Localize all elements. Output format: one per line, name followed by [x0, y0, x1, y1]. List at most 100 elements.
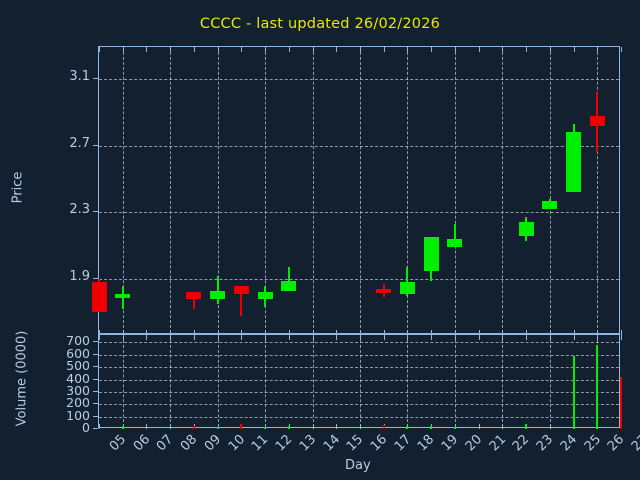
axis-tick — [454, 330, 456, 335]
axis-tick — [99, 424, 100, 429]
candle-body — [423, 237, 439, 271]
axis-tick — [170, 424, 172, 429]
candle-body — [566, 132, 582, 193]
volume-bar — [121, 426, 124, 429]
candle-body — [257, 292, 273, 299]
axis-tick — [478, 330, 480, 335]
volume-gridline — [99, 379, 619, 381]
price-tick-label: 3.1 — [69, 69, 90, 84]
day-gridline — [454, 47, 456, 333]
axis-tick — [621, 47, 622, 52]
volume-tick-label: 0 — [82, 420, 90, 435]
volume-bar — [382, 425, 385, 429]
day-tick-label: 17 — [391, 432, 414, 455]
day-gridline — [217, 47, 219, 333]
axis-tick — [93, 341, 98, 343]
axis-tick — [360, 330, 361, 335]
axis-tick — [502, 424, 504, 429]
volume-bar — [453, 426, 456, 429]
price-gridlines — [99, 47, 622, 335]
day-gridline — [170, 335, 172, 427]
volume-series — [99, 335, 622, 429]
candle-wick — [216, 275, 219, 304]
day-tick-label: 09 — [201, 432, 225, 455]
day-tick-label: 25 — [581, 432, 604, 455]
axis-tick — [549, 424, 551, 429]
day-gridline — [549, 335, 551, 427]
day-tick-label: 26 — [605, 432, 628, 455]
axis-tick — [170, 47, 172, 52]
axis-tick — [241, 335, 243, 340]
axis-tick — [597, 335, 599, 340]
axis-tick — [312, 330, 314, 335]
day-gridline — [454, 335, 456, 427]
axis-tick — [170, 330, 172, 335]
axis-tick — [217, 47, 219, 52]
axis-tick — [93, 366, 98, 368]
day-tick-label: 23 — [533, 432, 557, 455]
day-tick-label: 16 — [367, 432, 391, 455]
axis-tick — [265, 330, 267, 335]
day-gridline — [597, 47, 599, 333]
volume-bar — [430, 426, 433, 429]
axis-tick — [288, 330, 290, 335]
day-gridline — [502, 335, 504, 427]
axis-tick — [93, 78, 98, 79]
candle-body — [399, 282, 415, 294]
axis-tick — [383, 47, 385, 52]
axis-tick — [93, 378, 98, 380]
axis-tick — [146, 424, 148, 429]
axis-tick — [122, 335, 124, 340]
axis-tick — [265, 335, 267, 340]
day-tick-label: 15 — [344, 432, 367, 455]
price-tick-label: 2.7 — [69, 135, 90, 151]
day-tick-label: 24 — [557, 432, 580, 455]
volume-bar — [240, 423, 243, 429]
day-tick-label: 14 — [320, 432, 343, 455]
axis-tick — [454, 47, 456, 52]
volume-bar — [192, 425, 195, 429]
axis-tick — [336, 47, 338, 52]
axis-tick — [93, 403, 98, 405]
axis-tick — [360, 47, 361, 52]
day-tick-label: 19 — [439, 432, 462, 455]
axis-tick — [502, 330, 504, 335]
axis-tick — [597, 47, 599, 52]
price-plot-area — [91, 46, 622, 335]
price-tick-label: 2.3 — [69, 202, 90, 218]
axis-tick — [383, 335, 385, 340]
axis-tick — [193, 47, 195, 52]
axis-tick — [431, 330, 433, 335]
price-gridline — [99, 279, 619, 280]
day-tick-label: 06 — [130, 432, 153, 455]
axis-tick — [454, 424, 456, 429]
axis-tick — [99, 330, 100, 335]
axis-tick — [454, 335, 456, 340]
axis-tick — [573, 47, 575, 52]
axis-tick — [122, 330, 124, 335]
volume-bar — [620, 377, 622, 429]
axis-tick — [93, 278, 98, 279]
candle-body — [115, 294, 131, 298]
axis-tick — [146, 335, 148, 340]
volume-gridline — [99, 416, 619, 418]
axis-tick — [312, 47, 314, 52]
candle-body — [518, 222, 534, 236]
axis-tick — [336, 335, 338, 340]
volume-tick-label: 300 — [66, 382, 90, 398]
volume-gridline — [99, 354, 619, 356]
candle-body — [91, 282, 107, 313]
day-gridline — [170, 47, 172, 333]
axis-tick — [241, 47, 243, 52]
day-tick-label: 05 — [106, 432, 130, 455]
day-gridline — [549, 47, 551, 333]
day-tick-label: 27 — [628, 432, 640, 455]
axis-tick — [265, 47, 267, 52]
axis-tick — [431, 47, 433, 52]
volume-gridline — [99, 391, 619, 393]
volume-bar — [264, 426, 267, 429]
day-tick-label: 11 — [249, 432, 272, 455]
day-gridline — [122, 335, 124, 427]
axis-tick — [407, 335, 409, 340]
day-tick-label: 22 — [510, 432, 533, 455]
